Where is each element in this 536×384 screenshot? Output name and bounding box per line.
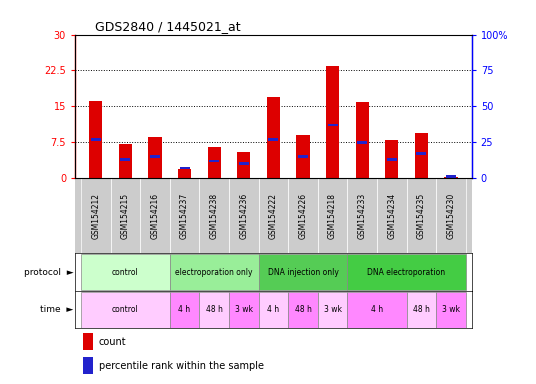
Bar xyxy=(118,144,132,178)
Text: 48 h: 48 h xyxy=(294,305,311,314)
Bar xyxy=(446,175,456,178)
Bar xyxy=(207,147,221,178)
Text: DNA injection only: DNA injection only xyxy=(267,268,338,276)
Bar xyxy=(407,291,436,328)
Bar xyxy=(170,254,258,290)
Bar xyxy=(83,333,93,350)
Text: GSM154222: GSM154222 xyxy=(269,193,278,239)
Bar xyxy=(326,66,339,178)
Bar xyxy=(178,169,191,178)
Bar xyxy=(239,162,249,165)
Text: electroporation only: electroporation only xyxy=(175,268,253,276)
Bar xyxy=(140,178,170,253)
Text: GSM154234: GSM154234 xyxy=(387,192,396,239)
Bar xyxy=(436,291,466,328)
Bar xyxy=(444,177,458,178)
Bar xyxy=(288,178,318,253)
Text: GDS2840 / 1445021_at: GDS2840 / 1445021_at xyxy=(95,20,241,33)
Text: DNA electroporation: DNA electroporation xyxy=(368,268,445,276)
Bar xyxy=(357,141,367,144)
Text: percentile rank within the sample: percentile rank within the sample xyxy=(99,361,264,371)
Text: GSM154236: GSM154236 xyxy=(239,192,248,239)
Text: GSM154226: GSM154226 xyxy=(299,193,308,239)
Text: time  ►: time ► xyxy=(40,305,73,314)
Text: GSM154212: GSM154212 xyxy=(91,193,100,239)
Text: 3 wk: 3 wk xyxy=(324,305,341,314)
Bar xyxy=(355,101,369,178)
Bar xyxy=(347,254,466,290)
Text: GSM154215: GSM154215 xyxy=(121,193,130,239)
Bar xyxy=(258,254,347,290)
Text: protocol  ►: protocol ► xyxy=(24,268,73,276)
Bar xyxy=(83,357,93,374)
Bar xyxy=(229,178,258,253)
Bar xyxy=(347,291,407,328)
Bar xyxy=(258,291,288,328)
Bar xyxy=(436,178,466,253)
Bar xyxy=(327,124,338,126)
Bar xyxy=(110,178,140,253)
Text: GSM154216: GSM154216 xyxy=(151,193,160,239)
Text: 3 wk: 3 wk xyxy=(442,305,460,314)
Bar xyxy=(288,291,318,328)
Text: control: control xyxy=(112,305,139,314)
Text: GSM154235: GSM154235 xyxy=(417,192,426,239)
Bar xyxy=(89,101,102,178)
Bar xyxy=(150,155,160,158)
Bar xyxy=(407,178,436,253)
Bar xyxy=(269,138,278,141)
Bar xyxy=(318,178,347,253)
Bar xyxy=(385,140,398,178)
Bar xyxy=(267,97,280,178)
Bar xyxy=(81,178,110,253)
Text: 48 h: 48 h xyxy=(206,305,222,314)
Text: control: control xyxy=(112,268,139,276)
Bar xyxy=(209,160,219,162)
Bar xyxy=(229,291,258,328)
Bar xyxy=(415,132,428,178)
Text: GSM154230: GSM154230 xyxy=(446,192,456,239)
Text: 3 wk: 3 wk xyxy=(235,305,253,314)
Text: GSM154218: GSM154218 xyxy=(328,193,337,239)
Text: GSM154237: GSM154237 xyxy=(180,192,189,239)
Bar xyxy=(347,178,377,253)
Bar xyxy=(298,155,308,158)
Text: 48 h: 48 h xyxy=(413,305,430,314)
Bar xyxy=(91,138,101,141)
Bar xyxy=(416,152,426,155)
Bar xyxy=(318,291,347,328)
Bar xyxy=(170,291,199,328)
Bar xyxy=(180,167,190,169)
Text: GSM154233: GSM154233 xyxy=(358,192,367,239)
Text: 4 h: 4 h xyxy=(371,305,383,314)
Text: 4 h: 4 h xyxy=(178,305,191,314)
Bar xyxy=(258,178,288,253)
Bar xyxy=(296,135,310,178)
Bar xyxy=(148,137,162,178)
Bar xyxy=(121,158,130,161)
Text: count: count xyxy=(99,337,126,347)
Text: GSM154238: GSM154238 xyxy=(210,193,219,239)
Bar xyxy=(170,178,199,253)
Bar xyxy=(199,178,229,253)
Bar xyxy=(377,178,407,253)
Bar xyxy=(81,291,170,328)
Bar xyxy=(237,152,250,178)
Bar xyxy=(199,291,229,328)
Bar xyxy=(387,158,397,161)
Bar xyxy=(81,254,170,290)
Text: 4 h: 4 h xyxy=(267,305,279,314)
